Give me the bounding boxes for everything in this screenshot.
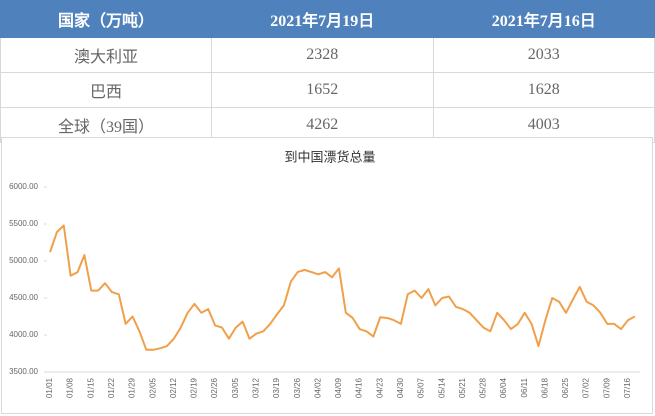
table-row: 澳大利亚 2328 2033 (0, 37, 655, 73)
chart: 到中国漂货总量 3500.00 4000.00 4500.00 5000.00 5500… (1, 137, 653, 414)
header-cell: 国家（万吨） (0, 0, 212, 38)
chart-title: 到中国漂货总量 (284, 149, 375, 164)
cell: 2328 (211, 37, 434, 73)
cell: 1628 (432, 72, 655, 108)
x-tick-label: 01/29 (128, 377, 137, 398)
x-tick-label: 04/02 (313, 377, 322, 398)
header-row: 国家（万吨） 2021年7月19日 2021年7月16日 (0, 0, 655, 38)
y-tick-label: 3500.00 (9, 367, 38, 376)
x-tick-label: 02/05 (148, 377, 157, 398)
y-tick-label: 5500.00 (9, 219, 38, 228)
x-tick-label: 06/25 (561, 377, 570, 398)
cell: 澳大利亚 (0, 37, 212, 73)
x-tick-label: 07/16 (623, 377, 632, 398)
x-tick-label: 03/05 (231, 377, 240, 398)
y-tick-label: 6000.00 (9, 182, 38, 191)
x-tick-label: 05/21 (458, 377, 467, 398)
header-cell: 2021年7月16日 (432, 0, 655, 38)
x-tick-label: 01/08 (66, 377, 75, 398)
x-tick-label: 03/12 (252, 377, 261, 398)
x-tick-label: 04/23 (375, 377, 384, 398)
x-tick-label: 02/26 (210, 377, 219, 398)
table-row: 巴西 1652 1628 (0, 72, 655, 108)
x-tick-label: 03/26 (293, 377, 302, 398)
x-tick-label: 06/11 (520, 377, 529, 397)
x-tick-label: 04/16 (355, 377, 364, 398)
y-tick-label: 4500.00 (9, 293, 38, 302)
x-tick-label: 04/30 (396, 377, 405, 398)
x-tick-label: 03/19 (272, 377, 281, 398)
data-table: 国家（万吨） 2021年7月19日 2021年7月16日 澳大利亚 2328 203… (0, 0, 655, 143)
y-tick-label: 4000.00 (9, 330, 38, 339)
y-tick-label: 5000.00 (9, 256, 38, 265)
data-line (49, 224, 636, 351)
cell: 2033 (432, 37, 655, 73)
cell: 巴西 (0, 72, 212, 108)
x-tick-label: 06/04 (499, 377, 508, 398)
x-tick-label: 02/12 (169, 377, 178, 398)
x-tick-label: 04/09 (334, 377, 343, 398)
cell: 1652 (211, 72, 434, 108)
x-tick-label: 01/15 (86, 377, 95, 398)
x-tick-label: 05/28 (479, 377, 488, 398)
x-tick-label: 01/22 (107, 377, 116, 398)
x-tick-label: 07/09 (602, 377, 611, 398)
header-cell: 2021年7月19日 (211, 0, 434, 38)
x-tick-label: 02/19 (190, 377, 199, 398)
chart-frame (1, 137, 653, 414)
x-tick-label: 01/01 (45, 377, 54, 398)
x-tick-label: 05/14 (437, 377, 446, 398)
x-tick-label: 05/07 (417, 377, 426, 398)
x-tick-label: 06/18 (540, 377, 549, 398)
x-tick-label: 07/02 (582, 377, 591, 398)
